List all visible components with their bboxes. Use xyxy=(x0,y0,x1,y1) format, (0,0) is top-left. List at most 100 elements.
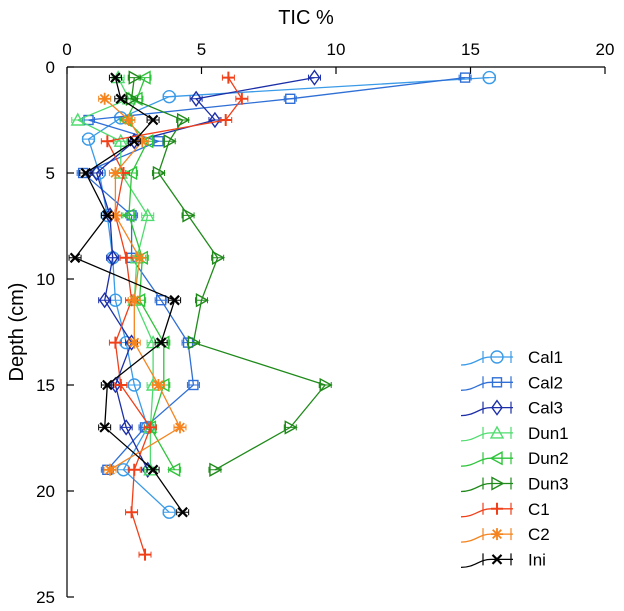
legend: Cal1 Cal2 Cal3 Dun1 Dun2 Dun3 C1 C2 Ini xyxy=(460,348,569,569)
legend-item-cal3: Cal3 xyxy=(460,399,563,418)
series-dun1 xyxy=(70,70,161,476)
data-point xyxy=(124,165,138,181)
data-point xyxy=(155,337,167,348)
x-tick-label: 0 xyxy=(62,40,71,59)
data-point xyxy=(109,209,122,222)
legend-marker xyxy=(491,476,505,491)
data-point xyxy=(140,207,155,222)
series-line-ini xyxy=(74,77,184,513)
legend-errorbar xyxy=(482,528,512,541)
data-point xyxy=(147,464,159,476)
data-point xyxy=(308,69,321,86)
data-point xyxy=(284,420,298,435)
data-point xyxy=(176,112,191,128)
data-point xyxy=(195,293,209,308)
error-bar xyxy=(181,212,195,219)
data-point xyxy=(125,506,138,519)
error-bar xyxy=(189,95,203,102)
series-line-c1 xyxy=(106,77,243,555)
legend-label: Cal1 xyxy=(528,348,563,367)
data-point xyxy=(120,419,133,436)
data-point xyxy=(139,548,152,561)
legend-errorbar xyxy=(482,553,512,566)
legend-errorbar xyxy=(482,426,512,439)
error-bar xyxy=(151,170,165,176)
legend-marker xyxy=(491,502,503,515)
data-point xyxy=(152,379,165,391)
data-point xyxy=(209,462,223,477)
legend-line xyxy=(460,432,513,442)
legend-label: C2 xyxy=(528,525,550,544)
legend-line xyxy=(460,457,513,467)
data-point xyxy=(122,114,135,126)
series-ini xyxy=(68,72,190,518)
legend-item-c2: C2 xyxy=(460,525,550,544)
data-point xyxy=(235,92,248,105)
data-point xyxy=(129,91,143,106)
data-point xyxy=(136,135,149,148)
data-point xyxy=(482,70,497,85)
series-line-cal2 xyxy=(81,76,466,471)
legend-item-dun3: Dun3 xyxy=(460,475,569,494)
data-point xyxy=(120,251,133,264)
data-point xyxy=(144,421,157,434)
data-point xyxy=(127,378,141,392)
y-tick-label: 20 xyxy=(36,482,55,501)
data-point xyxy=(188,379,199,391)
data-point xyxy=(211,250,226,265)
legend-errorbar xyxy=(482,477,512,490)
legend-label: Dun3 xyxy=(528,475,569,494)
data-point xyxy=(104,463,117,476)
legend-marker xyxy=(491,554,503,565)
series-line-c2 xyxy=(104,98,181,471)
y-tick-label: 5 xyxy=(46,164,55,183)
y-tick-label: 10 xyxy=(36,270,55,289)
error-bar xyxy=(307,74,321,81)
data-point xyxy=(128,70,142,85)
data-point xyxy=(173,421,186,434)
series-dun3 xyxy=(125,70,333,477)
series-line-dun1 xyxy=(76,77,154,470)
data-point xyxy=(90,164,103,182)
axes: 0 5 10 15 20 0 5 10 15 20 25 TIC % Depth (cm) xyxy=(6,7,614,607)
legend-item-dun2: Dun2 xyxy=(460,449,569,468)
data-point xyxy=(80,167,92,179)
data-point xyxy=(162,505,176,519)
y-tick-label: 25 xyxy=(36,588,55,607)
data-point xyxy=(128,135,140,147)
legend-line xyxy=(460,558,513,569)
error-bar xyxy=(162,138,176,145)
data-point xyxy=(106,249,119,267)
data-point xyxy=(162,89,176,104)
legend-errorbar xyxy=(482,452,512,465)
x-axis-label: TIC % xyxy=(278,7,334,29)
error-bar xyxy=(482,74,496,81)
x-tick-label: 10 xyxy=(327,40,346,59)
data-point xyxy=(209,111,221,129)
data-point xyxy=(98,92,111,105)
legend-label: C1 xyxy=(528,500,550,519)
error-bar xyxy=(318,382,332,388)
legend-marker xyxy=(491,399,503,416)
data-point xyxy=(137,70,151,85)
error-bar xyxy=(98,297,112,304)
data-point xyxy=(128,336,141,349)
legend-item-cal2: Cal2 xyxy=(460,373,563,392)
error-bar xyxy=(116,466,130,473)
data-point xyxy=(156,377,170,393)
legend-label: Cal3 xyxy=(528,399,563,418)
error-bar xyxy=(211,254,225,261)
error-bar xyxy=(119,424,133,431)
legend-label: Ini xyxy=(528,550,546,569)
legend-line xyxy=(460,356,513,366)
x-tick-label: 15 xyxy=(461,40,480,59)
data-point xyxy=(163,134,177,149)
data-point xyxy=(155,295,167,306)
data-point xyxy=(69,252,81,264)
legend-line xyxy=(460,508,513,518)
data-point xyxy=(102,210,113,221)
legend-marker xyxy=(489,451,503,466)
data-point xyxy=(98,291,111,309)
data-point xyxy=(219,114,232,126)
